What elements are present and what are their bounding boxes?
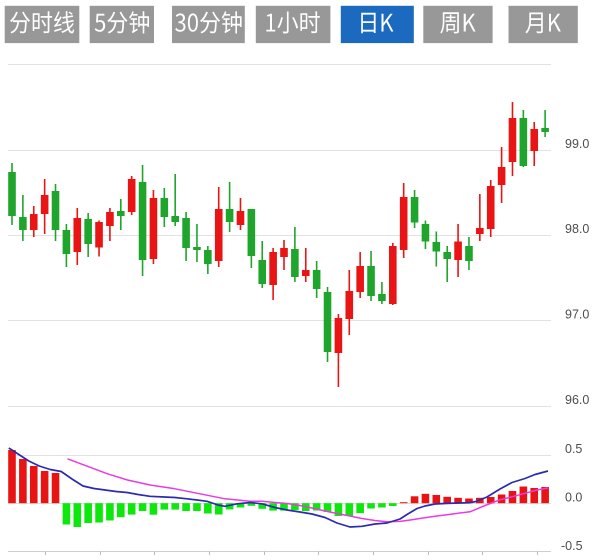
svg-text:-0.5: -0.5 (561, 539, 583, 553)
svg-text:98.0: 98.0 (565, 222, 589, 236)
svg-text:99.0: 99.0 (565, 137, 589, 151)
svg-text:96.0: 96.0 (565, 393, 589, 407)
svg-text:0.5: 0.5 (565, 442, 582, 456)
svg-text:0.0: 0.0 (565, 490, 582, 504)
svg-text:97.0: 97.0 (565, 307, 589, 321)
